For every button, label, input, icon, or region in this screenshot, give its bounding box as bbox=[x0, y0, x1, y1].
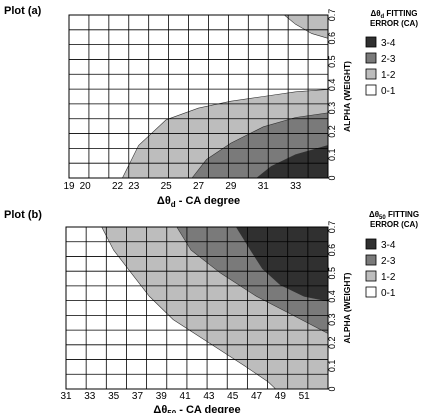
y-tick-label: 0 bbox=[327, 175, 337, 180]
x-tick-label: 35 bbox=[108, 391, 120, 402]
legend-swatch-1-2 bbox=[365, 68, 377, 80]
x-tick-label: 37 bbox=[132, 391, 144, 402]
chart-b: 31 33 35 37 39 41 43 45 47 49 51 0 0.1 0.2 0.3 0.4 0.5 0.… bbox=[4, 209, 419, 418]
x-tick-label: 43 bbox=[203, 391, 215, 402]
legend-label-1-2: 1-2 bbox=[381, 272, 396, 283]
x-axis-title: Δθ50 - CA degree bbox=[153, 404, 240, 413]
legend-swatch-1-2 bbox=[365, 270, 377, 282]
x-axis-title: Δθd - CA degree bbox=[157, 195, 240, 209]
legend-swatch-0-1 bbox=[365, 84, 377, 96]
x-tick-label: 47 bbox=[251, 391, 263, 402]
y-axis-title: ALPHA (WEIGHT) bbox=[342, 61, 352, 132]
legend-title: Δθ50 FITTING bbox=[369, 210, 419, 221]
y-tick-label: 0.6 bbox=[327, 32, 337, 45]
y-tick-label: 0.1 bbox=[327, 148, 337, 161]
x-tick-label: 49 bbox=[275, 391, 287, 402]
y-tick-label: 0.2 bbox=[327, 336, 337, 349]
y-tick-label: 0.7 bbox=[327, 9, 337, 22]
y-tick-label: 0.1 bbox=[327, 360, 337, 373]
x-tick-label: 31 bbox=[258, 181, 270, 192]
x-tick-label: 22 bbox=[112, 181, 124, 192]
x-tick-label: 27 bbox=[193, 181, 205, 192]
legend-label-2-3: 2-3 bbox=[381, 54, 396, 65]
x-tick-label: 29 bbox=[225, 181, 237, 192]
legend-title: Δθd FITTING bbox=[370, 9, 417, 20]
legend-swatch-0-1 bbox=[365, 286, 377, 298]
legend-label-1-2: 1-2 bbox=[381, 70, 396, 81]
plot-border bbox=[68, 14, 329, 179]
plot-title: Plot (a) bbox=[4, 5, 42, 17]
x-tick-label: 25 bbox=[161, 181, 173, 192]
y-tick-label: 0.4 bbox=[327, 290, 337, 303]
x-tick-label: 45 bbox=[227, 391, 239, 402]
legend-label-2-3: 2-3 bbox=[381, 256, 396, 267]
legend-label-3-4: 3-4 bbox=[381, 38, 396, 49]
y-tick-label: 0.7 bbox=[327, 221, 337, 234]
legend-label-3-4: 3-4 bbox=[381, 240, 396, 251]
y-tick-label: 0.4 bbox=[327, 79, 337, 92]
y-tick-label: 0.2 bbox=[327, 125, 337, 138]
chart-a: 19 20 22 23 25 27 29 31 33 0 0.1 0.2 0.3 0.4 0.5 0.6 0.7… bbox=[4, 5, 418, 209]
x-tick-label: 23 bbox=[128, 181, 140, 192]
x-tick-label: 31 bbox=[60, 391, 72, 402]
x-tick-label: 51 bbox=[299, 391, 311, 402]
y-tick-label: 0 bbox=[327, 386, 337, 391]
y-tick-label: 0.5 bbox=[327, 55, 337, 68]
legend-label-0-1: 0-1 bbox=[381, 86, 396, 97]
x-tick-label: 20 bbox=[80, 181, 92, 192]
y-tick-label: 0.3 bbox=[327, 102, 337, 115]
legend-label-0-1: 0-1 bbox=[381, 288, 396, 299]
y-axis-title: ALPHA (WEIGHT) bbox=[342, 272, 352, 343]
y-tick-label: 0.5 bbox=[327, 267, 337, 280]
y-tick-label: 0.3 bbox=[327, 313, 337, 326]
legend-swatch-3-4 bbox=[365, 238, 377, 250]
y-tick-label: 0.6 bbox=[327, 244, 337, 257]
legend-swatch-2-3 bbox=[365, 254, 377, 266]
x-tick-label: 41 bbox=[180, 391, 192, 402]
x-tick-label: 33 bbox=[84, 391, 96, 402]
x-tick-label: 33 bbox=[290, 181, 302, 192]
legend-title-line2: ERROR (CA) bbox=[370, 19, 418, 28]
x-tick-label: 39 bbox=[156, 391, 168, 402]
legend-swatch-3-4 bbox=[365, 36, 377, 48]
x-tick-label: 19 bbox=[63, 181, 75, 192]
legend-swatch-2-3 bbox=[365, 52, 377, 64]
legend-title-line2: ERROR (CA) bbox=[370, 220, 418, 229]
plot-title: Plot (b) bbox=[4, 209, 42, 221]
plot-border bbox=[65, 226, 329, 390]
